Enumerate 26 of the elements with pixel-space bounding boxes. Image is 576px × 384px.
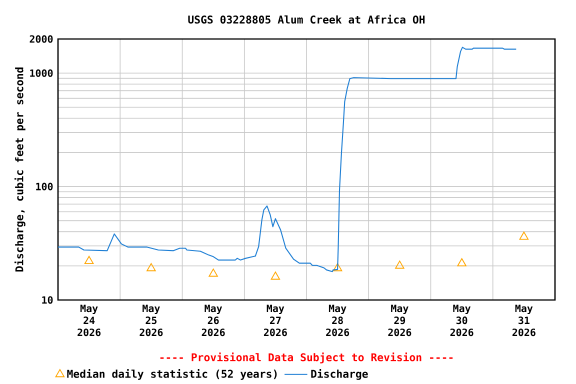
x-tick-label: May 24 2026 <box>78 304 101 336</box>
point <box>332 263 342 272</box>
point <box>270 272 280 280</box>
x-tick-label: May 31 2026 <box>512 304 536 336</box>
x-tick-label: May 29 2026 <box>388 304 412 336</box>
y-tick-label: 1000 <box>30 69 53 77</box>
point <box>519 232 529 240</box>
chart-title: USGS 03228805 Alum Creek at Africa OH <box>188 14 425 24</box>
x-tick-label: May 28 2026 <box>326 304 350 336</box>
x-tick-label: May 27 2026 <box>264 304 287 336</box>
text: ---- Provisional Data Subject to Revision ---- <box>160 352 453 364</box>
x-tick-label: May 26 2026 <box>202 304 225 336</box>
point <box>457 258 466 266</box>
y-axis-title: Discharge, cubic feet per second <box>14 68 26 272</box>
point <box>84 256 94 264</box>
x-tick-label: May 30 2026 <box>450 304 474 336</box>
y-tick-label: 10 <box>42 296 53 304</box>
y-tick-label: 2000 <box>30 35 53 43</box>
point <box>395 260 404 269</box>
x-tick-label: May 25 2026 <box>140 304 163 336</box>
point <box>146 263 156 272</box>
line-series <box>58 46 517 272</box>
point <box>208 268 218 277</box>
y-tick-label: 100 <box>36 182 53 190</box>
legend-label: Discharge <box>311 369 368 380</box>
legend-label: Median daily statistic (52 years) <box>67 369 277 380</box>
